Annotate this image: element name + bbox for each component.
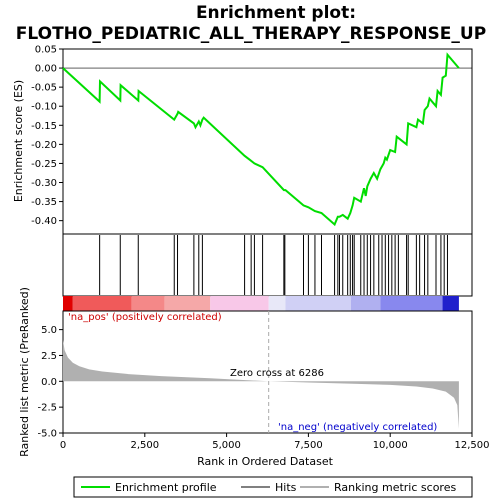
zero-cross-label: Zero cross at 6286 [230, 368, 324, 379]
es-plot-frame [62, 48, 473, 235]
x-tick-label: 10,000 [373, 440, 408, 451]
x-tick-label: 0 [60, 440, 66, 451]
color-band-segment [210, 296, 269, 311]
metric-plot-frame [62, 310, 473, 434]
metric-y-tick-label: -5.0 [37, 429, 57, 440]
na-pos-label: 'na_pos' (positively correlated) [68, 312, 222, 323]
color-band-segment [72, 296, 132, 311]
es-y-axis-label: Enrichment score (ES) [12, 80, 25, 202]
es-y-tick-label: -0.25 [31, 159, 57, 170]
x-tick-label: 5,000 [212, 440, 241, 451]
hit-markers [99, 235, 448, 295]
es-y-tick-label: -0.30 [31, 178, 57, 189]
color-band-segment [131, 296, 165, 311]
chart-title-line2: FLOTHO_PEDIATRIC_ALL_THERAPY_RESPONSE_UP [16, 24, 486, 44]
es-y-tick-label: -0.10 [31, 102, 57, 113]
metric-y-tick-label: 2.5 [41, 351, 57, 362]
es-y-tick-label: -0.05 [31, 83, 57, 94]
chart-title-line1: Enrichment plot: [196, 3, 356, 23]
color-band-segment [350, 296, 381, 311]
legend: Enrichment profile Hits Ranking metric s… [73, 476, 473, 498]
es-y-tick-label: -0.40 [31, 216, 57, 227]
color-band-segment [164, 296, 211, 311]
metric-y-tick-label: 0.0 [41, 377, 57, 388]
color-band-segment [380, 296, 443, 311]
es-y-tick-label: -0.20 [31, 140, 57, 151]
hits-frame [62, 233, 473, 297]
legend-box [73, 476, 473, 498]
enrichment-profile-line [62, 52, 460, 227]
legend-hits-label: Hits [275, 481, 297, 494]
hits-panel [62, 233, 473, 297]
es-y-tick-label: -0.15 [31, 121, 57, 132]
es-y-tick-label: 0.00 [35, 64, 57, 75]
na-neg-label: 'na_neg' (negatively correlated) [278, 422, 437, 433]
metric-y-axis: 5.0 2.5 0.0 -2.5 -5.0 [37, 325, 63, 440]
ranking-metric-area [63, 339, 459, 429]
color-band-segment [268, 296, 286, 311]
color-band-segment [442, 296, 459, 311]
es-y-tick-label: -0.35 [31, 197, 57, 208]
legend-metric-label: Ranking metric scores [334, 481, 456, 494]
es-y-axis: 0.05 0.00 -0.05 -0.10 -0.15 -0.20 -0.25 -0.30 -0… [31, 45, 63, 227]
x-tick-label: 7,500 [294, 440, 323, 451]
x-tick-label: 2,500 [130, 440, 159, 451]
metric-x-axis: 0 2,500 5,000 7,500 10,000 12,500 [60, 433, 490, 451]
metric-panel: 5.0 2.5 0.0 -2.5 -5.0 0 2,500 5,000 7,500 10,000… [18, 287, 490, 468]
color-band-segment [63, 296, 73, 311]
metric-y-tick-label: 5.0 [41, 325, 57, 336]
metric-y-axis-label: Ranked list metric (PreRanked) [18, 287, 31, 457]
x-tick-label: 12,500 [455, 440, 490, 451]
es-panel: 0.05 0.00 -0.05 -0.10 -0.15 -0.20 -0.25 -0.30 -0… [12, 45, 473, 235]
metric-y-tick-label: -2.5 [37, 403, 57, 414]
x-axis-label: Rank in Ordered Dataset [197, 455, 334, 468]
rank-color-band [63, 296, 459, 311]
legend-profile-label: Enrichment profile [115, 481, 217, 494]
color-band-segment [285, 296, 351, 311]
es-y-tick-label: 0.05 [35, 45, 57, 56]
